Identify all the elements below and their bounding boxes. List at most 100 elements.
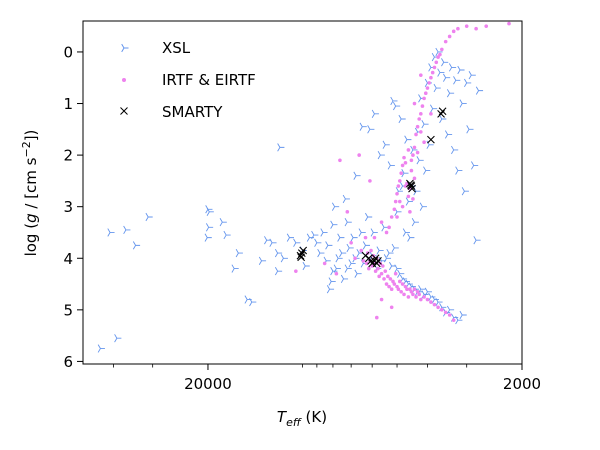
y-tick-label: 4 xyxy=(63,250,73,268)
xsl-point xyxy=(219,218,227,227)
irtf-point xyxy=(384,282,389,286)
xsl-point xyxy=(274,267,283,276)
series-0 xyxy=(97,47,484,353)
irtf-point xyxy=(399,289,403,294)
irtf-point xyxy=(396,287,401,292)
irtf-point xyxy=(400,282,405,286)
xsl-point xyxy=(446,89,455,98)
smarty-point xyxy=(299,246,308,255)
xsl-point xyxy=(362,241,371,250)
xsl-point xyxy=(383,254,392,263)
xsl-point xyxy=(423,166,431,175)
irtf-point xyxy=(400,204,405,209)
xsl-point xyxy=(416,156,424,165)
legend-marker-irtf xyxy=(122,78,126,82)
smarty-point xyxy=(374,256,382,265)
irtf-point xyxy=(420,104,425,108)
xsl-point xyxy=(223,230,231,240)
irtf-point xyxy=(377,274,381,279)
xsl-point xyxy=(461,187,469,196)
xsl-point xyxy=(451,145,459,155)
xsl-point xyxy=(455,316,463,325)
xsl-point xyxy=(204,233,212,242)
irtf-point xyxy=(387,225,391,230)
xsl-point xyxy=(205,223,214,232)
xsl-point xyxy=(404,135,412,144)
xsl-point xyxy=(145,212,153,222)
irtf-point xyxy=(412,145,417,150)
xsl-point xyxy=(421,120,429,129)
xsl-point xyxy=(473,236,481,245)
xsl-point xyxy=(457,65,465,75)
irtf-point xyxy=(359,248,364,253)
y-tick-label: 6 xyxy=(63,353,73,371)
irtf-point xyxy=(419,73,423,77)
irtf-point xyxy=(409,168,414,173)
irtf-point xyxy=(379,271,384,276)
irtf-point xyxy=(432,65,437,70)
smarty-point xyxy=(368,259,377,268)
xsl-point xyxy=(350,233,358,242)
xsl-point xyxy=(97,344,105,353)
irtf-point xyxy=(415,124,420,129)
x-tick-label: 20000 xyxy=(184,375,232,393)
smarty-point xyxy=(406,181,415,189)
xsl-point xyxy=(123,225,131,235)
irtf-point xyxy=(397,179,402,183)
y-axis-label-prefix: log ( xyxy=(22,223,40,257)
irtf-point xyxy=(429,75,433,80)
legend-label-irtf: IRTF & EIRTF xyxy=(162,71,256,89)
xsl-point xyxy=(394,264,402,273)
irtf-point xyxy=(436,55,440,59)
irtf-point xyxy=(400,163,405,168)
irtf-point xyxy=(415,150,420,155)
xsl-point xyxy=(249,297,257,307)
irtf-point xyxy=(422,96,426,101)
xsl-point xyxy=(348,259,356,268)
irtf-point xyxy=(447,313,452,317)
y-tick-label: 5 xyxy=(63,301,73,319)
x-axis-label-subscript: eff xyxy=(286,416,302,429)
legend-label-xsl: XSL xyxy=(162,39,191,57)
xsl-point xyxy=(354,269,362,278)
y-axis-label-g: g xyxy=(22,213,40,223)
xsl-point xyxy=(387,161,395,170)
irtf-point xyxy=(294,269,298,273)
xsl-point xyxy=(437,68,445,77)
irtf-point xyxy=(322,261,327,266)
irtf-point xyxy=(507,21,511,26)
y-axis-label-unit: / [cm s xyxy=(22,157,40,213)
irtf-point xyxy=(399,171,403,175)
xsl-point xyxy=(397,269,405,278)
irtf-point xyxy=(412,101,417,106)
irtf-point xyxy=(443,310,448,315)
xsl-point xyxy=(340,274,349,284)
y-axis-label-suffix: ]) xyxy=(22,130,40,142)
irtf-point xyxy=(447,34,452,39)
xsl-point xyxy=(471,161,479,170)
xsl-point xyxy=(132,241,141,250)
irtf-point xyxy=(474,26,478,31)
y-tick-label: 3 xyxy=(63,198,73,216)
irtf-point xyxy=(389,215,394,219)
irtf-point xyxy=(370,264,374,268)
xsl-point xyxy=(359,122,367,131)
xsl-point xyxy=(441,58,449,67)
legend-item-irtf: IRTF & EIRTF xyxy=(122,71,256,89)
xsl-point xyxy=(475,86,484,95)
xsl-point xyxy=(320,228,328,237)
irtf-point xyxy=(456,26,460,31)
x-axis-label-unit: (K) xyxy=(301,408,327,426)
x-tick-label: 2000 xyxy=(503,375,541,393)
irtf-point xyxy=(379,297,384,302)
xsl-point xyxy=(402,228,410,237)
xsl-point xyxy=(342,194,350,204)
xsl-point xyxy=(464,78,472,88)
irtf-point xyxy=(367,266,371,271)
xsl-point xyxy=(386,248,394,258)
irtf-point xyxy=(402,155,406,160)
irtf-point xyxy=(409,158,414,163)
smarty-point xyxy=(427,135,435,144)
xsl-point xyxy=(328,277,336,286)
